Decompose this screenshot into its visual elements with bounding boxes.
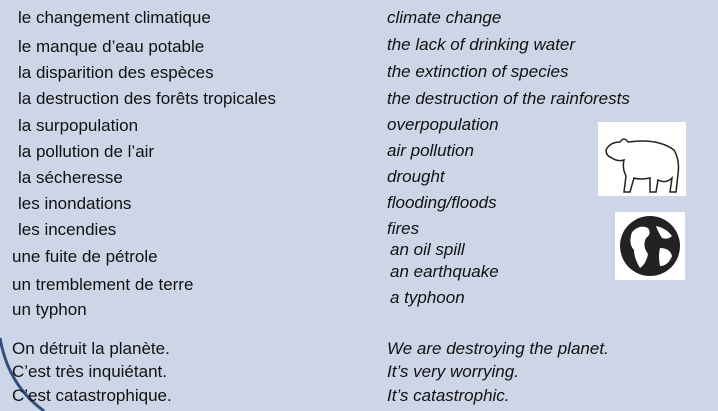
english-phrase: We are destroying the planet. bbox=[387, 339, 609, 358]
french-term: le changement climatique bbox=[18, 8, 211, 27]
french-term: la disparition des espèces bbox=[18, 63, 214, 82]
french-phrase: C’est catastrophique. bbox=[12, 386, 172, 405]
english-term: overpopulation bbox=[387, 115, 499, 134]
english-term: an earthquake bbox=[390, 262, 499, 281]
english-term: fires bbox=[387, 219, 420, 238]
french-term: la destruction des forêts tropicales bbox=[18, 89, 276, 108]
globe-icon bbox=[615, 212, 685, 280]
french-phrase: C’est très inquiétant. bbox=[12, 362, 167, 381]
french-term: une fuite de pétrole bbox=[12, 247, 158, 266]
english-phrase: It’s very worrying. bbox=[387, 362, 519, 381]
english-term: drought bbox=[387, 167, 445, 186]
english-term: a typhoon bbox=[390, 288, 465, 307]
french-term: les incendies bbox=[18, 220, 117, 239]
french-phrase: On détruit la planète. bbox=[12, 339, 170, 358]
english-term: the lack of drinking water bbox=[387, 35, 576, 54]
english-term: climate change bbox=[387, 8, 502, 27]
english-term: flooding/floods bbox=[387, 193, 497, 212]
french-term: un typhon bbox=[12, 300, 87, 319]
french-term: un tremblement de terre bbox=[12, 275, 194, 294]
french-term: la sécheresse bbox=[18, 168, 123, 187]
english-term: the destruction of the rainforests bbox=[387, 89, 630, 108]
french-term: la pollution de l’air bbox=[18, 142, 155, 161]
english-term: air pollution bbox=[387, 141, 474, 160]
french-term: la surpopulation bbox=[18, 116, 139, 135]
english-term: an oil spill bbox=[390, 240, 465, 259]
bear-icon bbox=[598, 122, 686, 196]
french-term: les inondations bbox=[18, 194, 132, 213]
english-phrase: It’s catastrophic. bbox=[387, 386, 510, 405]
french-term: le manque d’eau potable bbox=[18, 37, 205, 56]
arc bbox=[0, 337, 45, 411]
english-term: the extinction of species bbox=[387, 62, 569, 81]
